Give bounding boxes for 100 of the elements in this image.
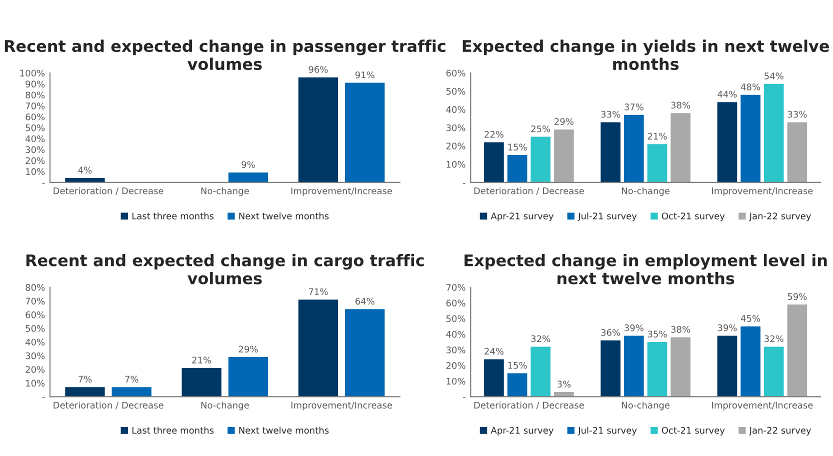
data-label: 38% <box>671 102 690 109</box>
bar <box>228 357 268 397</box>
bar <box>507 373 528 397</box>
legend-label: Apr-21 survey <box>490 212 554 222</box>
data-label: 25% <box>531 125 550 132</box>
bar <box>530 136 551 182</box>
y-tick-label: 60% <box>26 311 45 318</box>
bar <box>507 155 528 182</box>
bar <box>484 359 504 397</box>
chart-title: Expected change in employment level in next twelve months <box>464 254 827 284</box>
bar <box>624 336 644 397</box>
y-tick-label: 60% <box>446 300 466 306</box>
x-tick-label: Deterioration / Decrease <box>54 402 164 410</box>
bar <box>484 142 504 182</box>
legend-label: Next twelve months <box>239 426 329 434</box>
data-label: 91% <box>355 71 374 78</box>
legend-label: Jul-21 survey <box>578 426 637 436</box>
y-tick-label: 20% <box>26 157 45 164</box>
bar <box>740 94 760 182</box>
y-tick-label: 10% <box>26 380 45 387</box>
y-tick-label: 30% <box>446 124 466 132</box>
legend-label: Next twelve months <box>239 212 329 220</box>
bar <box>787 122 808 182</box>
bar <box>740 326 760 397</box>
data-label: 33% <box>788 110 807 118</box>
data-label: 54% <box>764 72 784 80</box>
data-label: 39% <box>624 324 644 332</box>
y-tick-label: 70% <box>26 298 45 305</box>
y-tick-label: 30% <box>26 352 45 360</box>
y-tick-label: - <box>462 182 466 184</box>
data-label: 44% <box>718 90 737 98</box>
y-tick-label: 20% <box>446 142 466 150</box>
data-label: 21% <box>192 356 212 364</box>
data-label: 32% <box>531 335 550 342</box>
bar <box>298 77 338 182</box>
legend-label: Last three months <box>132 426 214 434</box>
y-tick-label: 50% <box>446 315 466 322</box>
data-label: 96% <box>308 66 328 73</box>
bar <box>345 82 385 182</box>
bar <box>670 113 690 182</box>
y-tick-label: 80% <box>26 92 45 98</box>
data-label: 22% <box>484 130 504 138</box>
x-tick-label: Improvement/Increase <box>712 402 813 410</box>
data-label: 4% <box>78 166 92 174</box>
data-label: 36% <box>601 329 620 336</box>
data-label: 37% <box>624 104 644 110</box>
bar <box>112 387 152 397</box>
legend-label: Oct-21 survey <box>662 426 725 436</box>
y-tick-label: 70% <box>446 284 466 291</box>
bar <box>647 342 668 397</box>
data-label: 9% <box>242 161 255 168</box>
x-tick-label: No-change <box>622 402 670 410</box>
chart-title: Expected change in yields in next twelve months <box>462 40 829 70</box>
y-tick-label: 20% <box>26 366 45 373</box>
x-tick-label: Deterioration / Decrease <box>474 402 584 410</box>
y-tick-label: 60% <box>26 113 45 120</box>
data-label: 45% <box>740 315 760 322</box>
y-tick-label: 60% <box>446 70 466 77</box>
data-label: 32% <box>764 335 784 342</box>
data-label: 35% <box>648 330 667 338</box>
y-tick-label: - <box>462 397 466 398</box>
y-tick-label: 30% <box>446 346 466 354</box>
x-tick-label: Improvement/Increase <box>712 188 813 196</box>
bar <box>764 84 784 182</box>
bar <box>530 346 551 397</box>
y-tick-label: 20% <box>446 362 466 370</box>
x-tick-label: No-change <box>201 187 249 196</box>
y-tick-label: 50% <box>26 124 45 132</box>
data-label: 33% <box>601 110 620 118</box>
x-tick-label: Deterioration / Decrease <box>474 187 584 195</box>
data-label: 15% <box>508 362 527 369</box>
bar <box>298 300 338 397</box>
y-tick-label: 50% <box>26 325 45 332</box>
x-tick-label: No-change <box>201 402 249 410</box>
data-label: 7% <box>78 376 92 383</box>
data-label: 48% <box>740 83 760 90</box>
data-label: 3% <box>557 380 571 388</box>
x-tick-label: Improvement/Increase <box>291 402 392 410</box>
legend-label: Jan-22 survey <box>748 212 811 222</box>
data-label: 24% <box>484 348 504 355</box>
data-label: 64% <box>355 298 374 305</box>
legend-label: Apr-21 survey <box>490 426 554 436</box>
bar <box>764 346 784 397</box>
bar <box>787 304 808 397</box>
bar <box>717 102 738 182</box>
bar <box>345 309 385 397</box>
y-tick-label: 100% <box>20 70 45 77</box>
y-tick-label: 50% <box>446 88 466 95</box>
y-tick-label: 70% <box>26 102 45 110</box>
bar <box>228 172 268 182</box>
y-tick-label: 40% <box>25 135 45 142</box>
x-tick-label: No-change <box>622 187 670 196</box>
y-tick-label: - <box>42 397 45 398</box>
legend-label: Oct-21 survey <box>662 212 725 222</box>
bar <box>647 144 668 182</box>
data-label: 59% <box>788 293 807 300</box>
bar <box>670 337 690 397</box>
y-tick-label: 40% <box>25 338 45 346</box>
bar <box>624 114 644 182</box>
chart-title: Recent and expected change in cargo traffic volumes <box>26 254 424 284</box>
